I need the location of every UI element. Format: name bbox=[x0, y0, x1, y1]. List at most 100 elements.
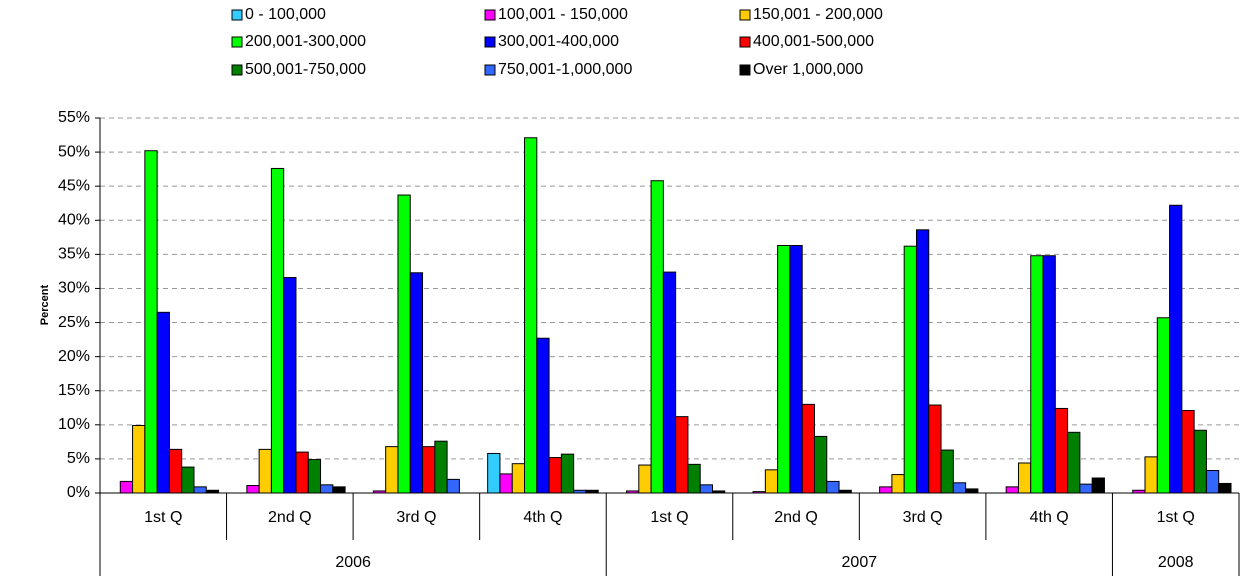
y-tick-label: 55% bbox=[58, 109, 90, 126]
bar bbox=[332, 486, 346, 494]
x-group-label: 2008 bbox=[1158, 554, 1194, 571]
bar bbox=[764, 469, 779, 494]
bar bbox=[397, 194, 411, 494]
bar bbox=[801, 403, 815, 494]
bar bbox=[638, 464, 652, 494]
legend-label: 200,001-300,000 bbox=[245, 33, 366, 50]
y-tick-label: 10% bbox=[58, 416, 90, 433]
x-tick-label: 3rd Q bbox=[396, 509, 436, 526]
legend-label: 300,001-400,000 bbox=[498, 33, 619, 50]
x-tick-label: 2nd Q bbox=[774, 509, 818, 526]
y-tick-label: 25% bbox=[58, 314, 90, 331]
bar bbox=[536, 337, 550, 494]
legend-label: 150,001 - 200,000 bbox=[753, 6, 883, 23]
bar bbox=[307, 459, 322, 494]
bar bbox=[409, 272, 424, 494]
bar bbox=[1193, 429, 1207, 494]
y-tick-label: 40% bbox=[58, 211, 90, 228]
x-tick-label: 1st Q bbox=[650, 509, 688, 526]
bar bbox=[687, 463, 701, 494]
legend-swatch bbox=[484, 64, 496, 76]
legend-label: 500,001-750,000 bbox=[245, 61, 366, 78]
bar bbox=[119, 480, 134, 494]
bar bbox=[1144, 456, 1158, 494]
bar bbox=[270, 167, 285, 494]
bar bbox=[385, 446, 399, 494]
bar bbox=[675, 416, 689, 494]
bar bbox=[1169, 204, 1183, 494]
bar bbox=[511, 463, 526, 494]
bar bbox=[144, 150, 158, 494]
legend-swatch bbox=[231, 9, 243, 21]
bar bbox=[711, 490, 726, 494]
y-tick-label: 0% bbox=[67, 484, 90, 501]
bar bbox=[1156, 317, 1171, 494]
bar bbox=[1005, 486, 1019, 494]
legend-swatch bbox=[484, 36, 496, 48]
bar bbox=[132, 425, 146, 494]
y-tick-label: 15% bbox=[58, 382, 90, 399]
bar bbox=[258, 448, 272, 494]
bar bbox=[903, 245, 917, 494]
bar bbox=[1091, 477, 1105, 494]
bar bbox=[1017, 462, 1032, 494]
bar bbox=[156, 311, 170, 494]
legend-swatch bbox=[231, 36, 243, 48]
bar bbox=[168, 448, 183, 494]
legend-swatch bbox=[739, 9, 751, 21]
bar bbox=[1042, 255, 1056, 494]
x-tick-label: 4th Q bbox=[523, 509, 562, 526]
bar bbox=[1205, 470, 1220, 494]
bar bbox=[499, 473, 513, 494]
bar bbox=[487, 452, 501, 494]
legend-swatch bbox=[739, 64, 751, 76]
legend-swatch bbox=[231, 64, 243, 76]
legend-label: 100,001 - 150,000 bbox=[498, 6, 628, 23]
legend-swatch bbox=[484, 9, 496, 21]
bar bbox=[181, 466, 195, 494]
bar bbox=[952, 482, 967, 494]
y-axis-label: Percent bbox=[39, 284, 51, 325]
bar bbox=[838, 489, 852, 494]
bar bbox=[295, 451, 309, 494]
bar bbox=[626, 490, 640, 494]
bar bbox=[585, 489, 599, 494]
legend-label: 750,001-1,000,000 bbox=[498, 61, 632, 78]
y-tick-label: 50% bbox=[58, 143, 90, 160]
bar bbox=[928, 404, 942, 494]
x-tick-label: 1st Q bbox=[144, 509, 182, 526]
bar bbox=[752, 491, 766, 494]
x-tick-label: 3rd Q bbox=[903, 509, 943, 526]
bar bbox=[1067, 431, 1081, 494]
bar bbox=[813, 435, 828, 494]
bar bbox=[524, 137, 538, 494]
bar bbox=[1132, 489, 1146, 494]
bar bbox=[891, 474, 905, 494]
bar bbox=[560, 453, 575, 494]
legend-label: 400,001-500,000 bbox=[753, 33, 874, 50]
x-tick-label: 2nd Q bbox=[268, 509, 312, 526]
bar bbox=[283, 277, 297, 494]
legend-label: 0 - 100,000 bbox=[245, 6, 326, 23]
x-tick-label: 1st Q bbox=[1157, 509, 1195, 526]
bar bbox=[777, 245, 791, 494]
bar bbox=[662, 271, 677, 494]
bar bbox=[1218, 482, 1232, 494]
legend-label: Over 1,000,000 bbox=[753, 61, 863, 78]
bar bbox=[205, 489, 220, 494]
x-group-label: 2007 bbox=[842, 554, 878, 571]
legend-swatch bbox=[739, 36, 751, 48]
bar bbox=[940, 449, 954, 494]
bar bbox=[650, 180, 664, 494]
y-tick-label: 45% bbox=[58, 177, 90, 194]
bar bbox=[548, 457, 562, 494]
y-tick-label: 30% bbox=[58, 280, 90, 297]
bar bbox=[446, 478, 460, 494]
bar bbox=[965, 488, 979, 494]
bar bbox=[789, 245, 803, 494]
x-group-label: 2006 bbox=[335, 554, 371, 571]
y-tick-label: 20% bbox=[58, 348, 90, 365]
bar bbox=[1030, 255, 1044, 494]
x-tick-label: 4th Q bbox=[1030, 509, 1069, 526]
